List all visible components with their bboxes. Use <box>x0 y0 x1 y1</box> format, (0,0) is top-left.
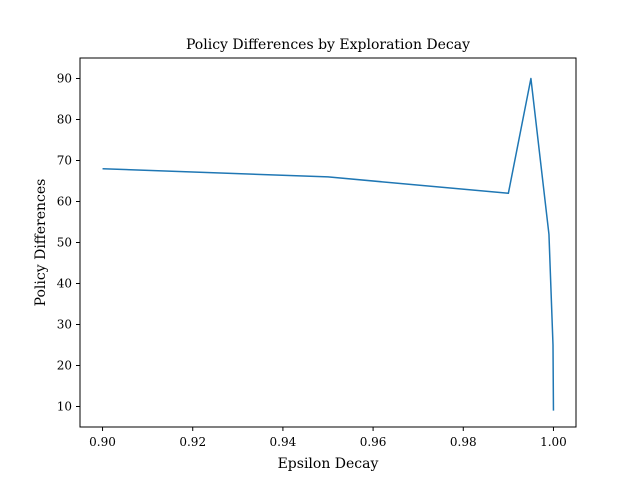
y-tick-label: 80 <box>57 113 72 127</box>
y-tick-label: 10 <box>57 400 72 414</box>
y-tick-label: 60 <box>57 195 72 209</box>
y-tick-label: 30 <box>57 318 72 332</box>
x-tick-label: 0.98 <box>450 435 477 449</box>
series-layer <box>102 77 555 411</box>
y-axis-ticks: 10 20 30 40 50 60 70 80 90 <box>57 72 80 414</box>
y-tick-label: 40 <box>57 277 72 291</box>
plot-frame <box>79 57 577 428</box>
x-tick-label: 0.90 <box>89 435 116 449</box>
y-tick-label: 70 <box>57 154 72 168</box>
y-tick-label: 90 <box>57 72 72 86</box>
series-line-0 <box>102 77 555 411</box>
x-tick-label: 0.96 <box>360 435 387 449</box>
x-axis-label: Epsilon Decay <box>278 456 379 472</box>
x-tick-label: 0.94 <box>270 435 297 449</box>
y-tick-label: 50 <box>57 236 72 250</box>
y-axis-label: Policy Differences <box>33 179 49 307</box>
x-axis-ticks: 0.90 0.92 0.94 0.96 0.98 1.00 <box>89 427 567 449</box>
y-tick-label: 20 <box>57 359 72 373</box>
chart-title: Policy Differences by Exploration Decay <box>186 37 470 53</box>
x-tick-label: 0.92 <box>179 435 206 449</box>
x-tick-label: 1.00 <box>540 435 567 449</box>
